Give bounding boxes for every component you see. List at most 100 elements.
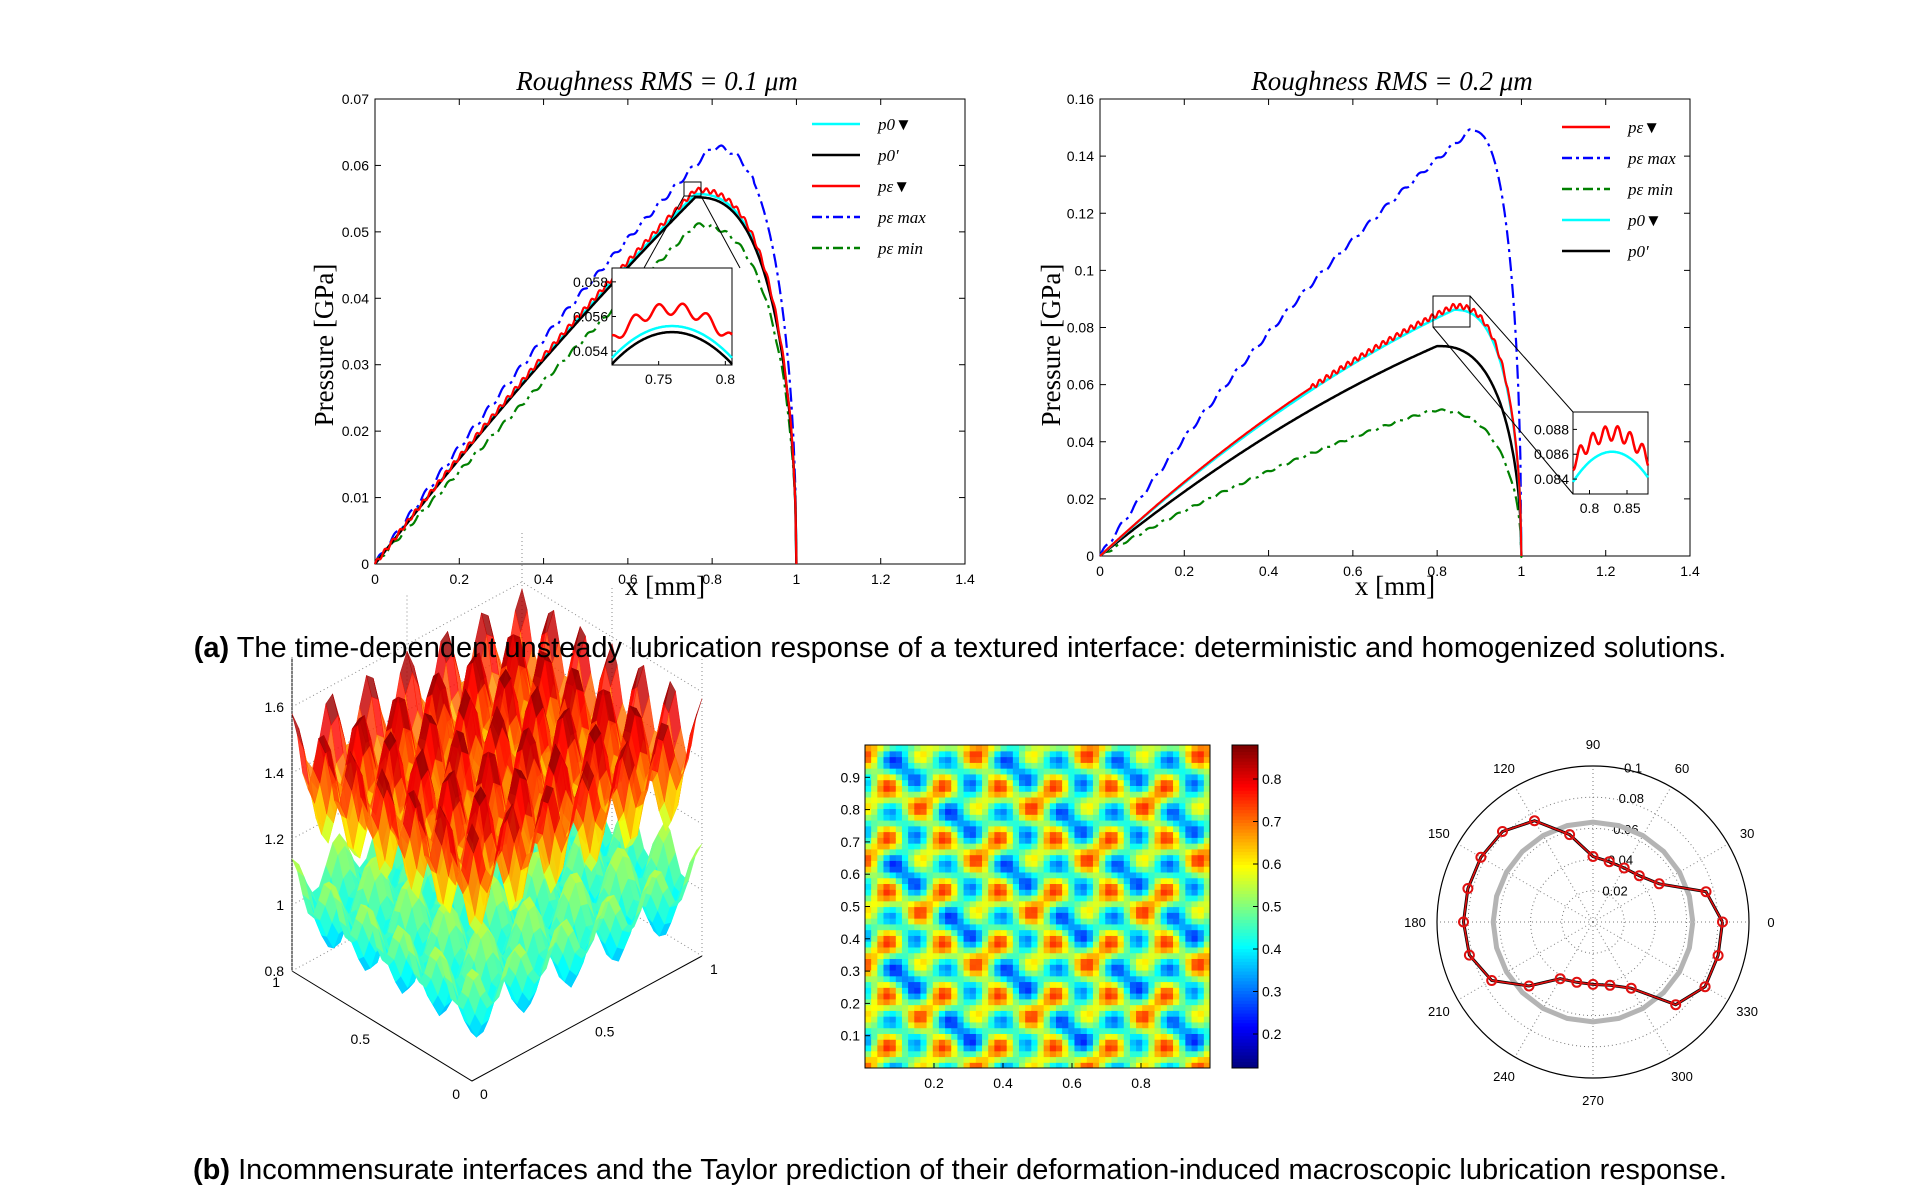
heatmap-cell: [1062, 779, 1069, 786]
heatmap-cell: [957, 756, 965, 763]
heatmap-cell: [914, 791, 922, 798]
heatmap-cell: [994, 745, 1002, 752]
heatmap-cell: [920, 958, 928, 965]
heatmap-cell: [920, 1056, 928, 1063]
heatmap-cell: [895, 1021, 903, 1029]
heatmap-cell: [908, 756, 915, 763]
heatmap-cell: [945, 883, 952, 890]
heatmap-cell: [1006, 981, 1014, 988]
heatmap-cell: [1111, 964, 1119, 971]
heatmap-cell: [1025, 1004, 1032, 1011]
heatmap-cell: [1062, 987, 1069, 994]
heatmap-cell: [1099, 993, 1106, 1000]
heatmap-cell: [957, 987, 965, 994]
heatmap-cell: [951, 779, 959, 786]
heatmap-cell: [914, 1021, 922, 1029]
heatmap-cell: [1117, 854, 1125, 861]
heatmap-cell: [951, 1044, 959, 1052]
heatmap-cell: [926, 952, 934, 960]
heatmap-cell: [963, 941, 971, 948]
heatmap-cell: [920, 900, 928, 908]
heatmap-cell: [1043, 1027, 1051, 1034]
heatmap-cell: [1074, 1056, 1082, 1063]
heatmap-cell: [945, 860, 952, 867]
chart-rms-0.1: Roughness RMS = 0.1 μm 0 0.2 0.4 0.6 0.8 1 1.2…: [309, 66, 975, 601]
inset-x-tick-label: 0.85: [1613, 500, 1640, 516]
heatmap-cell: [1117, 946, 1125, 954]
heatmap-cell: [982, 975, 989, 983]
heatmap-cell: [1123, 1039, 1131, 1046]
heatmap-cell: [1105, 756, 1113, 763]
heatmap-cell: [920, 918, 928, 925]
heatmap-cell: [1006, 866, 1014, 873]
heatmap-cell: [871, 831, 878, 838]
heatmap-cell: [957, 906, 965, 913]
heatmap-cell: [1043, 900, 1051, 908]
heatmap-cell: [1105, 796, 1113, 804]
heatmap-cell: [963, 1044, 971, 1052]
heatmap-cell: [1136, 1044, 1143, 1052]
heatmap-cell: [1092, 923, 1100, 931]
heatmap-cell: [1062, 837, 1069, 844]
heatmap-cell: [901, 883, 909, 890]
heatmap-cell: [877, 756, 885, 763]
heatmap-cell: [988, 894, 995, 902]
heatmap-cell: [1068, 923, 1076, 931]
heatmap-cell: [932, 796, 940, 804]
heatmap-cell: [1037, 750, 1045, 758]
heatmap-cell: [889, 1021, 897, 1029]
heatmap-cell: [1123, 866, 1131, 873]
heatmap-cell: [1019, 969, 1026, 977]
heatmap-cell: [963, 791, 971, 798]
heatmap-cell: [932, 946, 940, 954]
heatmap-cell: [1019, 819, 1026, 827]
heatmap-cell: [1037, 1010, 1045, 1017]
heatmap-cell: [994, 762, 1002, 769]
heatmap-cell: [1117, 745, 1125, 752]
heatmap-cell: [901, 889, 909, 896]
heatmap-cell: [945, 831, 952, 838]
x-tick-label: 1: [1518, 563, 1526, 579]
heatmap-cell: [1129, 773, 1137, 781]
heatmap-cell: [1086, 802, 1094, 810]
heatmap-cell: [895, 871, 903, 879]
heatmap-cell: [1000, 796, 1008, 804]
heatmap-cell: [988, 987, 995, 994]
heatmap-cell: [975, 773, 983, 781]
heatmap-cell: [1129, 894, 1137, 902]
heatmap-cell: [1043, 883, 1051, 890]
heatmap-cell: [920, 791, 928, 798]
heatmap-cell: [1049, 929, 1057, 936]
heatmap-cell: [1129, 946, 1137, 954]
heatmap-cell: [926, 843, 934, 850]
heatmap-cell: [883, 871, 891, 879]
heatmap-cell: [877, 1004, 885, 1011]
heatmap-cell: [889, 883, 897, 890]
heatmap-cell: [865, 814, 872, 821]
heatmap-cell: [1068, 750, 1076, 758]
heatmap-cell: [1062, 923, 1069, 931]
heatmap-cell: [963, 1004, 971, 1011]
heatmap-cell: [1049, 802, 1057, 810]
y-tick-label: 0: [1086, 548, 1094, 564]
heatmap-cell: [1019, 773, 1026, 781]
heatmap-cell: [1062, 866, 1069, 873]
heatmap-cell: [1068, 866, 1076, 873]
heatmap-cell: [994, 1021, 1002, 1029]
heatmap-cell: [1068, 969, 1076, 977]
heatmap-cell: [975, 987, 983, 994]
heatmap-cell: [1012, 768, 1020, 775]
heatmap-cell: [1006, 1039, 1014, 1046]
heatmap-cell: [957, 929, 965, 936]
heatmap-cell: [932, 1010, 940, 1017]
heatmap-cell: [945, 941, 952, 948]
heatmap-cell: [994, 1004, 1002, 1011]
heatmap-cell: [1006, 923, 1014, 931]
heatmap-cell: [895, 1050, 903, 1058]
legend-label: p0▼: [1627, 211, 1662, 230]
heatmap-cell: [963, 871, 971, 879]
heatmap-cell: [1049, 935, 1057, 942]
heatmap-cell: [1031, 871, 1039, 879]
heatmap-cell: [1025, 935, 1032, 942]
heatmap-cell: [1117, 768, 1125, 775]
